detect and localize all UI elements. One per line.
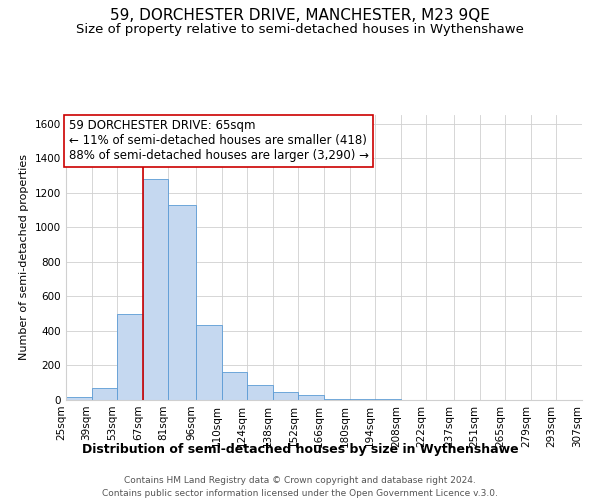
Bar (169, 205, 196, 400)
Bar (196, 325, 221, 400)
Bar (117, 314, 143, 400)
Text: Contains HM Land Registry data © Crown copyright and database right 2024.
Contai: Contains HM Land Registry data © Crown c… (102, 476, 498, 498)
Bar (298, 395, 324, 400)
Bar (66, 396, 92, 400)
Bar (273, 392, 298, 400)
Text: 59 DORCHESTER DRIVE: 65sqm
← 11% of semi-detached houses are smaller (418)
88% o: 59 DORCHESTER DRIVE: 65sqm ← 11% of semi… (68, 120, 368, 162)
Bar (92, 388, 117, 400)
Text: Size of property relative to semi-detached houses in Wythenshawe: Size of property relative to semi-detach… (76, 22, 524, 36)
Bar (221, 372, 247, 400)
Text: 59, DORCHESTER DRIVE, MANCHESTER, M23 9QE: 59, DORCHESTER DRIVE, MANCHESTER, M23 9Q… (110, 8, 490, 22)
Y-axis label: Number of semi-detached properties: Number of semi-detached properties (19, 154, 29, 360)
Bar (350, 399, 375, 400)
Text: Distribution of semi-detached houses by size in Wythenshawe: Distribution of semi-detached houses by … (82, 442, 518, 456)
Bar (247, 386, 273, 400)
Bar (324, 399, 350, 400)
Bar (143, 179, 169, 400)
